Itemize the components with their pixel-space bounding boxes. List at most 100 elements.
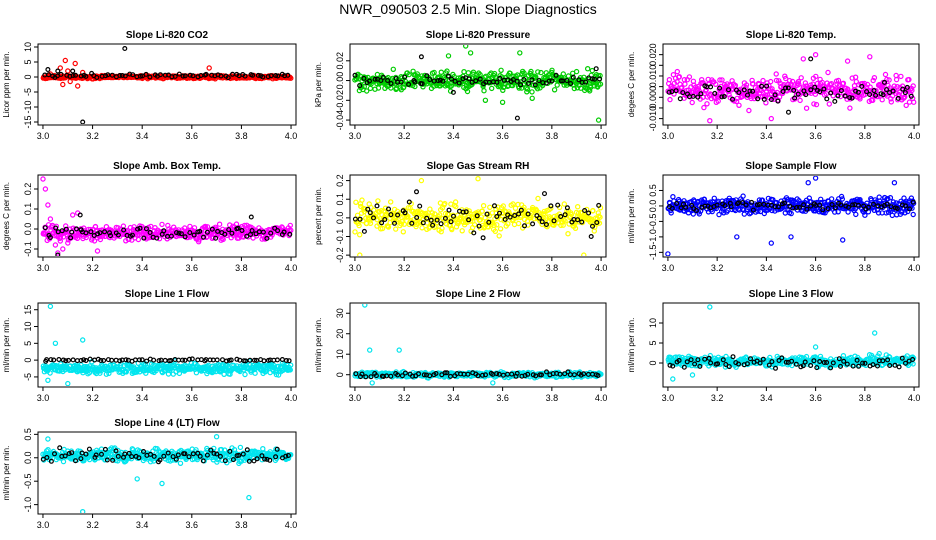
data-point	[517, 50, 523, 56]
data-point	[680, 201, 686, 207]
data-point	[186, 356, 192, 362]
data-point	[466, 217, 472, 223]
data-point	[721, 210, 727, 216]
x-tick-label: 3.4	[136, 131, 149, 141]
data-point	[380, 74, 386, 80]
data-point	[98, 358, 104, 364]
data-point	[890, 88, 896, 94]
y-tick-label: 0.00	[335, 72, 345, 90]
data-point	[490, 380, 496, 386]
data-point	[817, 89, 823, 95]
data-point	[870, 77, 876, 84]
data-point	[466, 76, 472, 82]
data-point	[871, 88, 877, 94]
data-point	[696, 211, 703, 217]
x-tick-label: 3.8	[235, 131, 248, 141]
y-tick-label: 0.0	[335, 212, 345, 225]
data-point	[557, 371, 563, 377]
data-point	[548, 205, 554, 211]
data-point	[589, 76, 595, 82]
data-point	[896, 364, 902, 370]
series-all	[352, 304, 604, 386]
y-tick-label: -15	[23, 115, 33, 128]
y-tick-label: -0.02	[335, 90, 345, 111]
x-tick-label: 3.0	[349, 393, 362, 403]
data-point	[579, 219, 585, 225]
data-point	[883, 87, 889, 93]
data-point	[52, 242, 59, 248]
data-point	[131, 224, 137, 230]
data-point	[596, 76, 602, 82]
data-point	[789, 358, 795, 364]
data-point	[374, 203, 380, 209]
data-point	[435, 78, 441, 84]
data-point	[835, 93, 841, 99]
data-point	[209, 226, 215, 232]
data-point	[502, 216, 508, 222]
x-tick-label: 3.4	[760, 131, 773, 141]
data-point	[437, 77, 443, 83]
data-point	[420, 220, 426, 226]
data-point	[849, 95, 855, 101]
data-point	[42, 186, 49, 192]
data-point	[65, 357, 71, 363]
data-point	[372, 76, 378, 82]
data-point	[69, 212, 76, 218]
data-point	[222, 231, 228, 237]
data-point	[788, 81, 795, 88]
data-point	[162, 357, 168, 363]
data-point	[187, 72, 193, 78]
data-point	[386, 206, 392, 212]
data-point	[514, 78, 520, 84]
data-point	[847, 105, 853, 111]
data-point	[716, 211, 722, 218]
y-tick-label: 0.1	[23, 203, 33, 216]
x-tick-label: 4.0	[285, 393, 298, 403]
y-tick-label: -1.0	[648, 229, 658, 245]
y-tick-label: 0.5	[648, 184, 658, 197]
x-tick-label: 3.4	[136, 393, 149, 403]
data-point	[910, 83, 916, 89]
data-point	[785, 85, 791, 91]
data-point	[862, 212, 868, 218]
data-point	[835, 77, 842, 84]
data-point	[840, 237, 846, 243]
data-point	[250, 72, 256, 78]
data-point	[803, 92, 809, 98]
data-point	[288, 75, 294, 81]
plot-title: Slope Li-820 CO2	[126, 30, 209, 41]
data-point	[701, 196, 708, 202]
data-point	[510, 77, 516, 83]
data-point	[764, 83, 770, 89]
data-point	[63, 226, 69, 232]
data-point	[479, 208, 485, 214]
data-point	[507, 70, 513, 77]
data-point	[853, 211, 859, 218]
data-point	[813, 101, 820, 108]
data-point	[689, 99, 695, 106]
plot-title: Slope Li-820 Temp.	[746, 30, 837, 41]
data-point	[589, 67, 596, 74]
data-point	[543, 369, 549, 375]
data-point	[666, 89, 672, 95]
data-point	[768, 115, 775, 122]
data-point	[418, 177, 425, 184]
data-point	[697, 363, 703, 369]
data-point	[442, 370, 448, 376]
x-tick-label: 4.0	[595, 263, 608, 273]
data-point	[357, 216, 363, 222]
data-point	[857, 96, 863, 102]
data-point	[395, 372, 401, 378]
data-point	[726, 364, 732, 370]
data-point	[772, 92, 778, 98]
data-point	[514, 72, 521, 78]
data-point	[898, 73, 904, 80]
data-point	[180, 73, 186, 79]
data-point	[686, 74, 693, 80]
data-point	[886, 77, 892, 83]
data-point	[475, 176, 481, 182]
data-point	[453, 203, 459, 210]
data-point	[449, 76, 455, 82]
data-point	[159, 221, 165, 228]
data-point	[689, 203, 695, 209]
